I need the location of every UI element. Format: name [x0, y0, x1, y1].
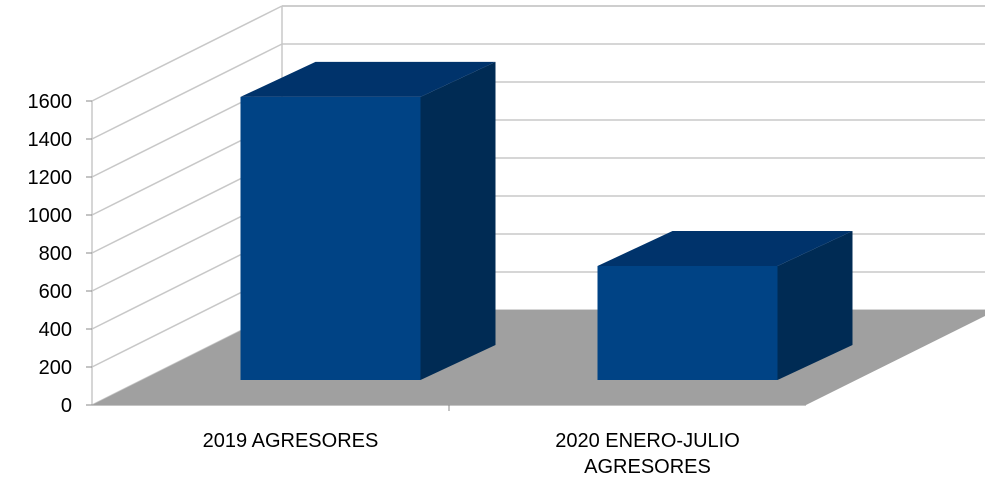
x-category-label-line: 2019 AGRESORES: [203, 430, 379, 452]
y-tick-label: 800: [39, 243, 72, 265]
bar-side-face: [420, 61, 496, 381]
x-category-label: 2019 AGRESORES: [203, 430, 379, 452]
y-tick-label: 200: [39, 357, 72, 379]
y-tick-label: 1400: [28, 129, 73, 151]
bar-top-face: [597, 231, 853, 266]
y-tick-label: 0: [61, 395, 72, 417]
bar-front-face: [597, 266, 778, 380]
y-tick-label: 1000: [28, 205, 73, 227]
x-axis-labels: 2019 AGRESORES 2020 ENERO-JULIO AGRESORES: [203, 430, 740, 478]
bar: [240, 61, 496, 381]
y-tick-label: 400: [39, 319, 72, 341]
bar: [597, 231, 853, 380]
y-tick-label: 1600: [28, 91, 73, 113]
gridline-side: [91, 5, 283, 102]
bars: [240, 61, 853, 381]
y-axis-ticks: 0 200 400 600 800 1000 1200 1400 1600: [28, 91, 73, 417]
bar-side-face: [777, 231, 853, 380]
gridline-side: [91, 43, 283, 140]
bar-top-face: [240, 61, 496, 97]
x-category-label-line: 2020 ENERO-JULIO: [555, 430, 740, 452]
y-tick-label: 600: [39, 281, 72, 303]
x-category-label: 2020 ENERO-JULIO AGRESORES: [555, 430, 740, 478]
bar-front-face: [240, 96, 421, 381]
y-tick-label: 1200: [28, 167, 73, 189]
x-category-label-line: AGRESORES: [584, 456, 711, 478]
